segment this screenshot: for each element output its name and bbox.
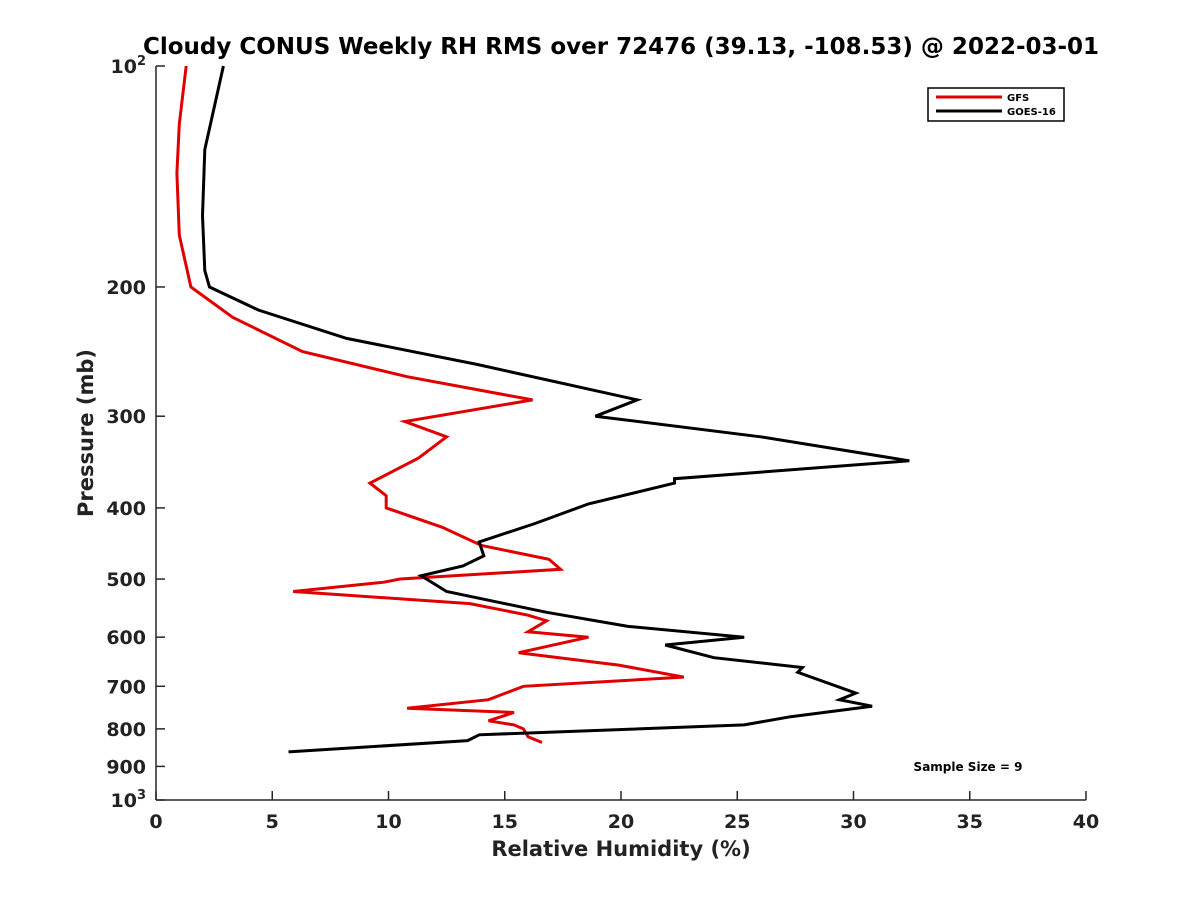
- x-tick-label: 15: [492, 811, 518, 833]
- legend: GFS GOES-16: [927, 87, 1065, 122]
- y-tick-label: 300: [106, 406, 146, 428]
- y-axis-label: Pressure (mb): [74, 349, 98, 517]
- legend-box: [927, 87, 1065, 122]
- y-tick-label: 400: [106, 498, 146, 520]
- sample-size-annotation: Sample Size = 9: [914, 760, 1023, 774]
- x-tick-label: 5: [266, 811, 279, 833]
- chart-title: Cloudy CONUS Weekly RH RMS over 72476 (3…: [143, 34, 1099, 60]
- y-tick-label: 600: [106, 627, 146, 649]
- x-tick-label: 20: [608, 811, 634, 833]
- legend-entry-label: GOES-16: [1007, 107, 1056, 118]
- y-tick-label: 103: [111, 788, 147, 812]
- x-tick-label: 10: [375, 811, 401, 833]
- legend-entry-label: GFS: [1007, 93, 1029, 104]
- plot-lines: [175, 65, 910, 754]
- y-tick-label: 700: [106, 676, 146, 698]
- y-tick-label: 500: [106, 569, 146, 591]
- series-line-1: [200, 65, 910, 754]
- y-tick-label: 200: [106, 277, 146, 299]
- axes: 0 5 10 15 20 25 30 35 40 102 200 300 400 500 600 700 800…: [106, 54, 1099, 833]
- y-tick-label: 102: [111, 54, 147, 78]
- series-line-0: [175, 65, 685, 744]
- y-tick-label: 800: [106, 719, 146, 741]
- x-tick-label: 40: [1073, 811, 1099, 833]
- x-axis-label: Relative Humidity (%): [491, 837, 750, 861]
- x-tick-label: 0: [149, 811, 162, 833]
- x-tick-label: 30: [840, 811, 866, 833]
- x-tick-label: 25: [724, 811, 750, 833]
- x-tick-label: 35: [957, 811, 983, 833]
- y-tick-label: 900: [106, 756, 146, 778]
